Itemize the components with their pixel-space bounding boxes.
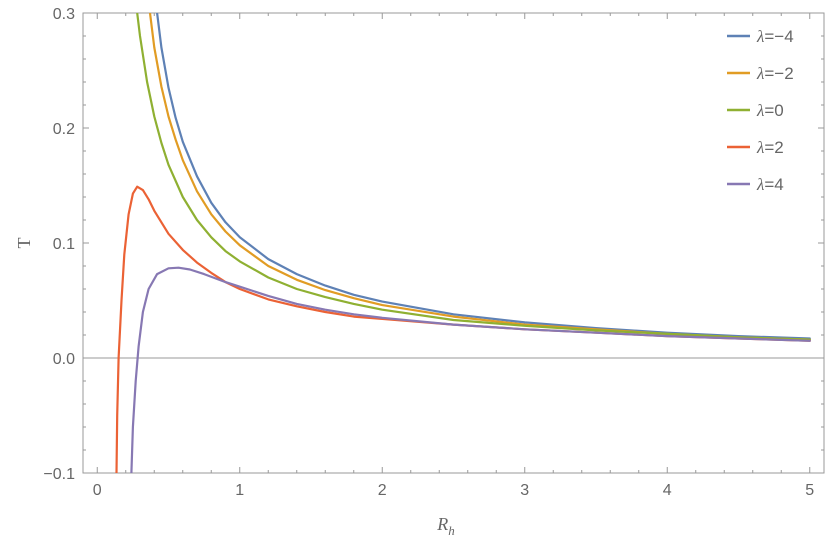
x-tick-label: 2 bbox=[378, 482, 387, 499]
legend-label-1: λ=−2 bbox=[756, 64, 794, 83]
legend: λ=−4λ=−2λ=0λ=2λ=4 bbox=[727, 27, 794, 194]
x-axis-ticks: 0 1 2 3 4 5 bbox=[93, 13, 814, 499]
legend-lambda-symbol: λ bbox=[756, 175, 764, 194]
y-tick-label: −0.1 bbox=[43, 466, 75, 483]
x-tick-label: 3 bbox=[520, 482, 529, 499]
legend-value: =0 bbox=[764, 101, 783, 120]
y-tick-label: 0.0 bbox=[53, 351, 75, 368]
legend-label-3: λ=2 bbox=[756, 138, 784, 157]
legend-lambda-symbol: λ bbox=[756, 101, 764, 120]
y-tick-label: 0.3 bbox=[53, 6, 75, 23]
series-line-1 bbox=[148, 13, 811, 341]
y-axis-ticks: −0.1 0.0 0.1 0.2 0.3 bbox=[43, 6, 824, 483]
x-tick-label: 0 bbox=[93, 482, 102, 499]
series-line-4 bbox=[130, 266, 811, 473]
x-axis-label: Rh bbox=[436, 514, 455, 538]
x-axis-label-subscript: h bbox=[448, 523, 455, 538]
y-axis-label: T bbox=[14, 238, 34, 249]
series-line-2 bbox=[136, 13, 811, 341]
legend-label-0: λ=−4 bbox=[756, 27, 794, 46]
series-line-3 bbox=[115, 185, 811, 473]
y-tick-label: 0.2 bbox=[53, 121, 75, 138]
x-axis-label-main: R bbox=[436, 514, 448, 534]
series-line-0 bbox=[156, 13, 811, 340]
legend-lambda-symbol: λ bbox=[756, 27, 764, 46]
legend-lambda-symbol: λ bbox=[756, 64, 764, 83]
x-tick-label: 5 bbox=[805, 482, 814, 499]
legend-value: =−4 bbox=[764, 27, 793, 46]
legend-value: =−2 bbox=[764, 64, 793, 83]
legend-lambda-symbol: λ bbox=[756, 138, 764, 157]
x-tick-label: 1 bbox=[235, 482, 244, 499]
legend-value: =2 bbox=[764, 138, 783, 157]
x-tick-label: 4 bbox=[663, 482, 672, 499]
y-tick-label: 0.1 bbox=[53, 236, 75, 253]
legend-value: =4 bbox=[764, 175, 783, 194]
legend-label-4: λ=4 bbox=[756, 175, 784, 194]
plot-frame bbox=[82, 12, 825, 474]
legend-label-2: λ=0 bbox=[756, 101, 784, 120]
series-lines bbox=[115, 13, 811, 473]
